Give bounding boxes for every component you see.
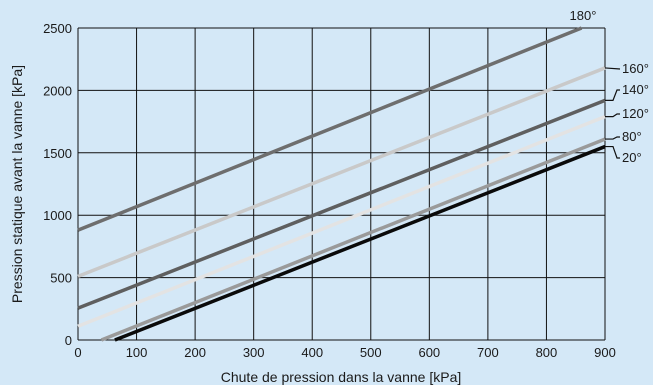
series-line-5 [114, 144, 606, 342]
series-lines [77, 26, 606, 342]
series-labels: 180° 160° 140° 120° 80° 20° [570, 8, 649, 165]
y-tick-label: 1500 [43, 146, 72, 161]
series-line-2 [77, 98, 606, 310]
x-tick-label: 500 [360, 345, 382, 360]
grid [77, 27, 606, 341]
y-tick-label: 2500 [43, 21, 72, 36]
y-tick-label: 500 [50, 271, 72, 286]
x-tick-label: 100 [126, 345, 148, 360]
y-axis-title: Pression statique avant la vanne [kPa] [9, 65, 25, 303]
series-label: 140° [622, 82, 649, 97]
series-label: 180° [570, 8, 597, 23]
series-line-1 [77, 66, 606, 278]
y-tick-label: 2000 [43, 83, 72, 98]
x-tick-label: 900 [594, 345, 616, 360]
label-leaders [604, 67, 621, 159]
series-line-0 [77, 26, 583, 232]
x-tick-label: 0 [74, 345, 81, 360]
x-tick-label: 700 [477, 345, 499, 360]
x-tick-label: 800 [536, 345, 558, 360]
plot-area [78, 28, 605, 340]
series-leader-line [605, 113, 620, 118]
x-tick-label: 200 [184, 345, 206, 360]
x-tick-label: 300 [243, 345, 265, 360]
series-label: 80° [622, 129, 642, 144]
x-tick-label: 400 [301, 345, 323, 360]
series-leader-line [604, 67, 621, 70]
series-line-4 [100, 137, 606, 342]
y-tick-label: 0 [65, 333, 72, 348]
tick-labels: 0 100 200 300 400 500 600 700 800 900 0 500 1000 1500… [43, 21, 616, 360]
series-leader-line [605, 89, 620, 101]
series-line-3 [77, 114, 606, 328]
series-label: 120° [622, 106, 649, 121]
y-tick-label: 1000 [43, 208, 72, 223]
series-leader-line [605, 136, 620, 140]
x-tick-label: 600 [418, 345, 440, 360]
series-label: 160° [622, 61, 649, 76]
series-label: 20° [622, 150, 642, 165]
x-axis-title: Chute de pression dans la vanne [kPa] [221, 369, 462, 385]
series-leader-line [605, 145, 620, 159]
